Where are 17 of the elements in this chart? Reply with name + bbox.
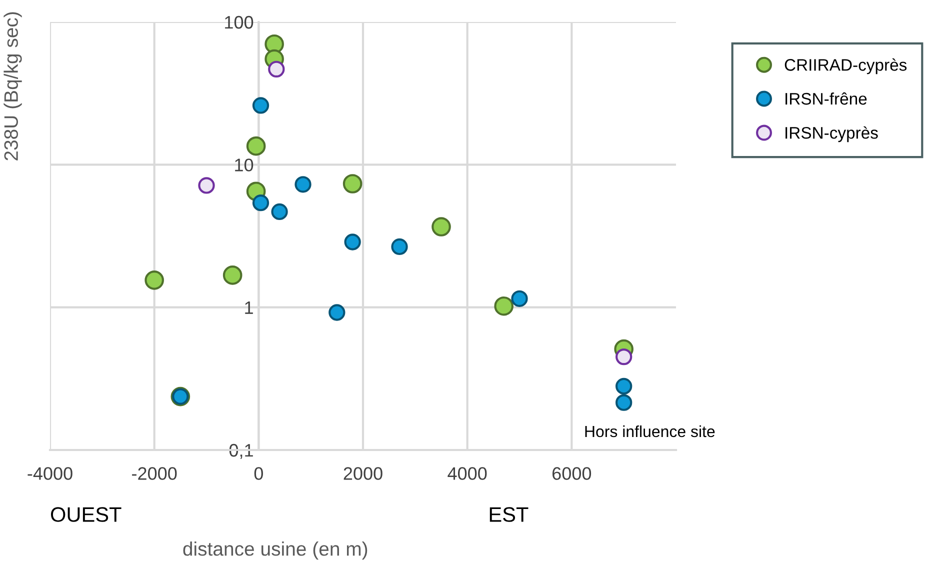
y-axis-title: 238U (Bq/kg sec) — [4, 12, 22, 160]
annotation: Hors influence site — [585, 425, 715, 438]
text: OUEST — [50, 507, 122, 522]
legend-label: IRSN-frêne — [786, 92, 867, 105]
x-axis-title: distance usine (en m) — [183, 542, 368, 560]
x-tick-label: 2000 — [344, 467, 382, 480]
x-tick-label: -4000 — [28, 467, 72, 480]
y-tick-label: 100 — [225, 16, 254, 29]
x-tick-label: 6000 — [552, 467, 592, 480]
x-tick-label: 0 — [254, 467, 263, 480]
y-tick-label: 1 — [245, 301, 253, 314]
legend-label: CRIIRAD-cyprès — [784, 58, 907, 74]
legend-label: IRSN-cyprès — [786, 126, 878, 142]
text: EST — [490, 507, 528, 522]
x-tick-label: 4000 — [448, 467, 487, 480]
x-tick-label: -2000 — [132, 467, 177, 480]
y-tick-label: 10 — [235, 158, 254, 172]
